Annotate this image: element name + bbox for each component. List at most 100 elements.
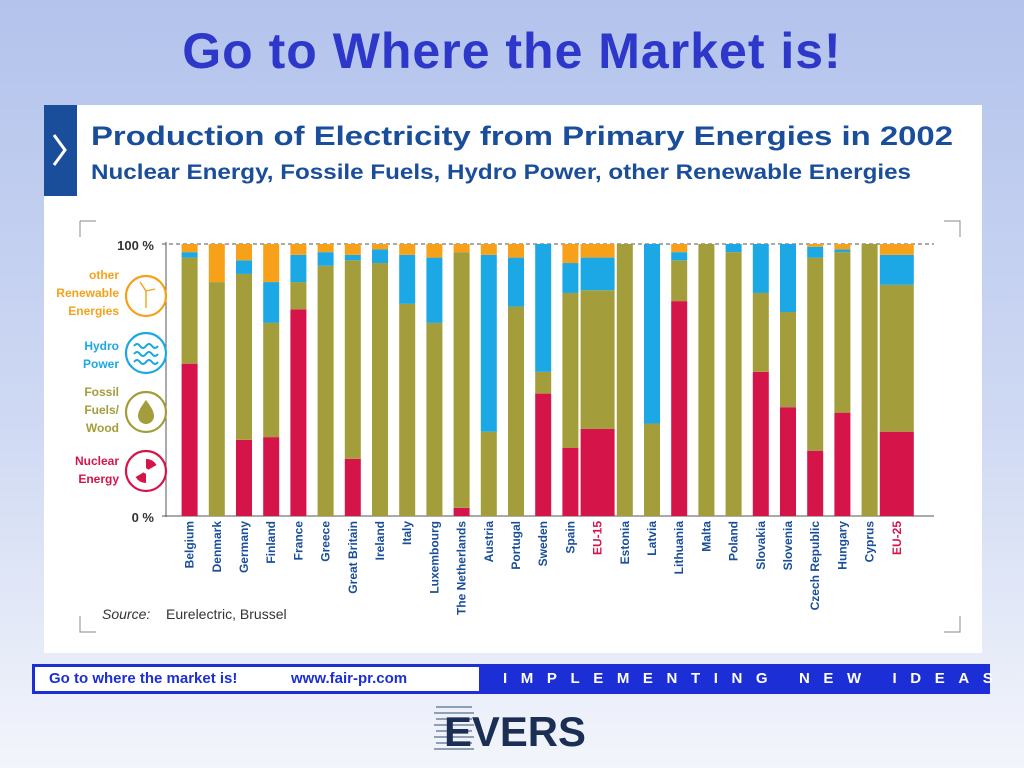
bar-segment-fossil — [480, 431, 497, 516]
bar-segment-fossil — [698, 244, 715, 516]
bar-segment-hydro — [426, 257, 443, 323]
x-tick-label: Czech Republic — [808, 521, 822, 611]
bar-segment-renewable — [236, 244, 252, 261]
bar-segment-hydro — [181, 252, 198, 258]
bar-group-denmark — [208, 244, 225, 516]
bar-segment-fossil — [752, 292, 769, 372]
x-tick-label: Hungary — [835, 521, 849, 570]
bar-segment-fossil — [208, 282, 225, 516]
bar-segment-renewable — [208, 244, 225, 283]
bar-group-eu-25 — [879, 244, 914, 516]
legend-label-hydro: Hydro Power — [83, 339, 119, 371]
bar-segment-renewable — [317, 244, 334, 253]
x-tick-label: Great Britain — [346, 521, 360, 594]
bar-segment-renewable — [807, 244, 824, 247]
bar-segment-fossil — [616, 244, 633, 516]
bar-segment-fossil — [562, 292, 579, 448]
bar-segment-renewable — [372, 244, 388, 250]
bar-segment-fossil — [344, 260, 361, 459]
bar-segment-fossil — [181, 257, 198, 364]
bar-segment-nuclear — [580, 428, 615, 516]
bar-segment-nuclear — [780, 407, 796, 516]
bar-segment-nuclear — [671, 301, 688, 516]
footer-slogan-box: Go to where the market is! www.fair-pr.c… — [35, 667, 479, 691]
footer-bar: Go to where the market is! www.fair-pr.c… — [32, 664, 993, 694]
bar-segment-fossil — [399, 303, 416, 516]
bar-group-germany — [236, 244, 252, 516]
bar-group-slovenia — [780, 244, 796, 516]
bar-segment-nuclear — [263, 437, 280, 516]
bar-segment-renewable — [426, 244, 443, 258]
x-tick-label: Slovenia — [781, 521, 795, 571]
x-tick-label: The Netherlands — [455, 521, 469, 615]
y-tick-100: 100 % — [117, 238, 154, 253]
bar-segment-fossil — [807, 257, 824, 451]
bar-segment-hydro — [344, 254, 361, 261]
corner-mark-bottom-left — [79, 616, 96, 633]
x-tick-label: EU-25 — [890, 521, 904, 555]
oil-drop-icon — [124, 390, 168, 434]
bar-segment-renewable — [508, 244, 524, 258]
legend: other Renewable Energies Hydro Power Fossil… — [56, 268, 168, 493]
wind-turbine-icon — [124, 274, 168, 318]
bar-group-france — [290, 244, 307, 516]
bar-segment-renewable — [671, 244, 688, 253]
bar-segment-hydro — [752, 244, 769, 293]
bar-segment-renewable — [399, 244, 416, 255]
legend-label-other-renewable: other Renewable Energies — [56, 268, 119, 318]
bar-segment-fossil — [861, 244, 878, 516]
bar-segment-renewable — [453, 244, 470, 253]
bar-segment-renewable — [181, 244, 198, 253]
bar-group-greece — [317, 244, 334, 516]
bar-segment-fossil — [725, 252, 742, 516]
waves-icon — [124, 331, 168, 375]
corner-mark-top-right — [944, 220, 961, 237]
bar-segment-fossil — [372, 263, 388, 516]
slide-title: Go to Where the Market is! — [182, 23, 842, 79]
corner-mark-bottom-right — [944, 616, 961, 633]
bar-segment-hydro — [671, 252, 688, 261]
x-tick-label: Belgium — [183, 521, 197, 568]
source-label: Source: — [102, 606, 150, 622]
logo-text: EVERS — [444, 708, 586, 755]
bar-segment-hydro — [725, 244, 742, 253]
x-tick-labels: Belgium Denmark Germany Finland France Greece… — [183, 521, 904, 615]
bar-segment-nuclear — [562, 448, 579, 516]
footer-url-link[interactable]: www.fair-pr.com — [291, 670, 408, 687]
bar-segment-hydro — [399, 254, 416, 304]
bar-segment-hydro — [807, 246, 824, 258]
bar-segment-hydro — [263, 282, 280, 323]
bar-group-spain — [562, 244, 579, 516]
bar-group-austria — [480, 244, 497, 516]
bar-group-poland — [725, 244, 742, 516]
bar-segment-nuclear — [807, 450, 824, 516]
title-band-marker — [44, 105, 77, 196]
bar-segment-hydro — [580, 257, 615, 291]
radiation-icon — [124, 449, 168, 493]
bar-segment-fossil — [780, 312, 796, 408]
bar-group-hungary — [834, 244, 851, 516]
bar-segment-hydro — [562, 263, 579, 293]
x-tick-label: Slovakia — [754, 521, 768, 570]
bar-segment-fossil — [535, 371, 552, 394]
legend-label-nuclear: Nuclear Energy — [75, 454, 119, 486]
x-tick-label: EU-15 — [591, 521, 605, 555]
x-tick-label: Poland — [727, 521, 741, 561]
bar-segment-renewable — [562, 244, 579, 264]
bar-segment-fossil — [290, 282, 307, 310]
chevron-right-icon — [52, 134, 67, 166]
bar-segment-fossil — [453, 252, 470, 508]
bar-group-eu-15 — [580, 244, 615, 516]
x-tick-label: Spain — [563, 521, 577, 554]
legend-label-fossil: Fossil Fuels/Wood — [84, 385, 119, 435]
bar-segment-hydro — [317, 252, 334, 266]
bar-group-cyprus — [861, 244, 878, 516]
bar-group-finland — [263, 244, 280, 516]
bar-group-ireland — [372, 244, 388, 516]
bar-group-malta — [698, 244, 715, 516]
bar-group-sweden — [535, 244, 552, 516]
x-tick-label: Portugal — [509, 521, 523, 570]
x-tick-label: Latvia — [645, 521, 659, 556]
bar-segment-renewable — [580, 244, 615, 258]
evers-logo: EVERS — [434, 706, 586, 755]
